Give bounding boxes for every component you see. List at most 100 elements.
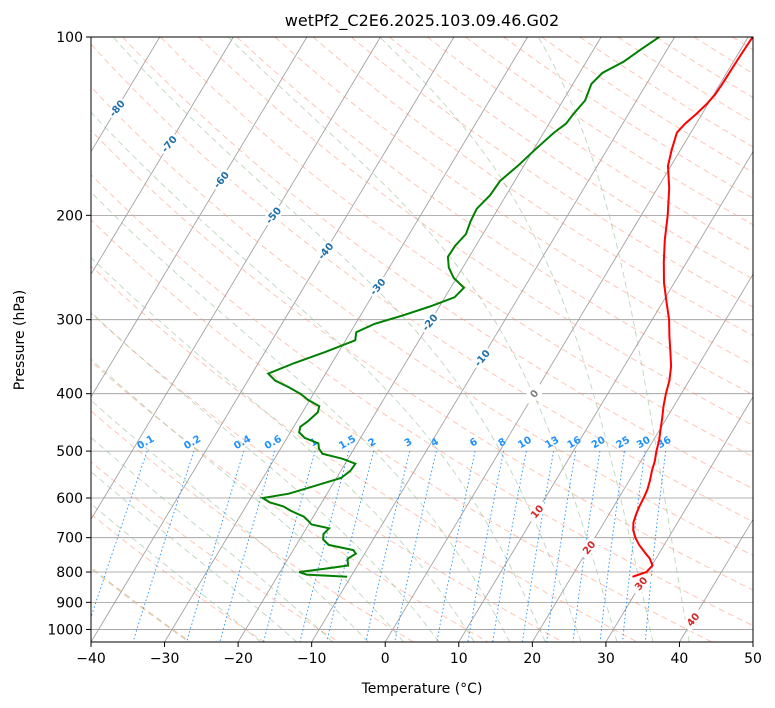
dry-adiabat-line — [350, 37, 753, 308]
label-background — [418, 310, 442, 335]
dry-adiabat-line — [91, 513, 265, 642]
mixing-ratio-line — [436, 451, 476, 642]
dry-adiabat-line — [693, 37, 753, 74]
moist-adiabat-line — [91, 358, 404, 642]
dry-adiabat-line — [91, 461, 340, 642]
mixing-ratio-line — [263, 450, 316, 642]
dry-adiabat-line — [274, 37, 753, 366]
dry-adiabat-line — [312, 37, 753, 337]
isotherm-line — [458, 150, 753, 642]
mixing-ratio-label: 8 — [497, 436, 509, 449]
y-tick-label: 1000 — [47, 622, 83, 638]
label-background — [157, 131, 181, 157]
mixing-ratio-line — [492, 451, 527, 642]
moist-adiabat-line — [227, 37, 618, 642]
isotherm-line — [164, 37, 528, 642]
mixing-ratio-label: 20 — [590, 435, 608, 452]
label-background — [1, 25, 24, 50]
y-tick-label: 300 — [56, 313, 83, 329]
isotherm-line — [605, 396, 753, 642]
x-tick-label: −20 — [223, 651, 253, 667]
label-background — [313, 238, 338, 264]
mixing-ratio-line — [91, 450, 148, 619]
mixing-ratio-label: 30 — [635, 435, 653, 452]
dry-adiabat-line — [91, 129, 753, 591]
dry-adiabat-label: -90 — [56, 63, 76, 84]
mixing-ratio-line — [467, 451, 505, 642]
temperature-series-line — [632, 37, 753, 578]
label-background — [629, 571, 653, 596]
label-background — [470, 345, 494, 371]
moist-adiabat-line — [112, 37, 582, 642]
mixing-ratio-label: 0.4 — [232, 434, 253, 452]
dry-adiabat-line — [91, 86, 753, 556]
isotherm-line — [384, 37, 749, 642]
x-tick-label: 40 — [670, 651, 688, 667]
label-background — [577, 535, 601, 560]
label-background — [261, 203, 286, 228]
mixing-ratio-line — [546, 451, 577, 642]
mixing-ratio-label: 3 — [403, 436, 415, 449]
dry-adiabat-line — [731, 37, 753, 51]
mixing-ratio-line — [522, 451, 555, 642]
dry-adiabat-line — [91, 360, 489, 642]
isotherm-line — [679, 518, 753, 642]
mixing-ratio-line — [326, 450, 375, 642]
label-background — [366, 274, 390, 299]
x-axis-label: Temperature (°C) — [361, 681, 483, 697]
mixing-ratio-label: 13 — [544, 435, 562, 452]
dewpoint-series-line — [259, 37, 660, 578]
isotherm-line — [311, 37, 676, 642]
mixing-ratio-label: 1.5 — [337, 434, 358, 452]
isotherm-line — [91, 37, 308, 398]
y-tick-label: 200 — [56, 208, 83, 224]
y-tick-label: 700 — [56, 531, 83, 547]
moist-adiabat-line — [91, 256, 475, 642]
x-tick-label: 0 — [381, 651, 390, 667]
dry-adiabat-line — [91, 43, 753, 523]
mixing-ratio-label: 2 — [367, 436, 379, 449]
mixing-ratio-line — [186, 450, 245, 642]
mixing-ratio-line — [394, 450, 437, 642]
x-tick-label: 30 — [597, 651, 615, 667]
dry-adiabat-line — [122, 37, 753, 490]
mixing-ratio-line — [365, 450, 411, 642]
dry-adiabat-line — [236, 37, 753, 396]
dry-adiabat-label: -100 — [1, 24, 26, 50]
isotherm-line — [91, 37, 455, 642]
mixing-ratio-label: 6 — [468, 436, 480, 449]
dry-adiabat-line — [91, 265, 638, 642]
mixing-ratio-label: 4 — [429, 436, 441, 449]
dry-adiabat-line — [91, 410, 414, 642]
mixing-ratio-label: 0.2 — [182, 434, 203, 452]
y-tick-label: 400 — [56, 387, 83, 403]
moist-adiabat-line — [91, 436, 334, 642]
mixing-ratio-line — [644, 451, 667, 642]
dry-adiabat-line — [465, 37, 753, 226]
y-tick-label: 600 — [56, 491, 83, 507]
mixing-ratio-label: 0.1 — [136, 434, 157, 452]
moist-adiabat-line — [91, 399, 369, 642]
y-tick-label: 800 — [56, 565, 83, 581]
label-background — [209, 167, 233, 192]
isotherm-line — [91, 37, 234, 275]
axes: −40 −30 −20 −10 0 10 20 30 40 5010020030040050060… — [47, 30, 762, 667]
isotherm-line — [237, 37, 602, 642]
x-tick-label: −30 — [150, 651, 180, 667]
label-background — [53, 60, 76, 85]
dry-adiabat-line — [91, 174, 753, 627]
y-tick-label: 100 — [56, 30, 83, 46]
isotherm-line — [91, 37, 381, 521]
mixing-ratio-label: 1 — [308, 436, 320, 449]
dry-adiabat-line — [541, 37, 753, 173]
x-tick-label: 20 — [523, 651, 541, 667]
mixing-ratio-line — [299, 450, 350, 642]
mixing-ratio-label: 16 — [566, 435, 584, 452]
background-lines — [91, 37, 753, 642]
label-background — [681, 607, 705, 632]
y-tick-label: 900 — [56, 595, 83, 611]
data-series — [259, 37, 753, 578]
label-background — [105, 96, 129, 121]
moist-adiabat-line — [91, 111, 546, 642]
